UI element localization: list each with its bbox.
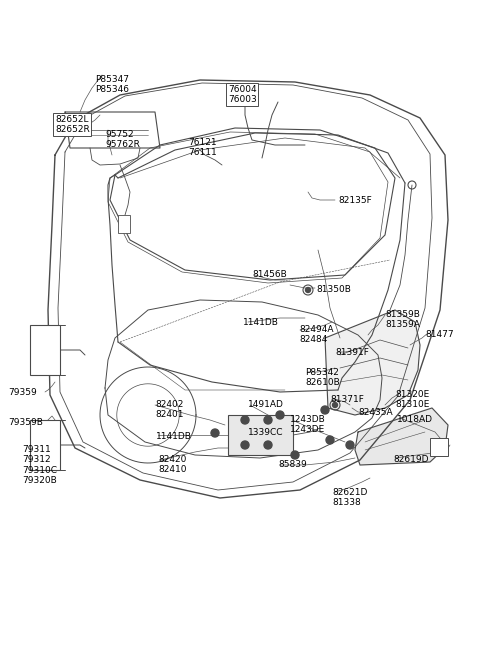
Circle shape [276, 411, 284, 419]
Polygon shape [325, 310, 420, 415]
Circle shape [211, 429, 219, 437]
Text: 82494A
82484: 82494A 82484 [299, 325, 334, 344]
Circle shape [264, 441, 272, 449]
Circle shape [333, 403, 337, 407]
Text: 82652L
82652R: 82652L 82652R [55, 115, 90, 134]
Text: 82621D
81338: 82621D 81338 [332, 488, 367, 507]
FancyBboxPatch shape [30, 325, 60, 375]
Text: 76004
76003: 76004 76003 [228, 85, 257, 104]
FancyBboxPatch shape [228, 415, 293, 455]
Text: 76121
76111: 76121 76111 [188, 138, 217, 157]
Text: 82435A: 82435A [358, 408, 393, 417]
Circle shape [291, 451, 299, 459]
Text: 82135F: 82135F [338, 196, 372, 205]
Polygon shape [355, 408, 448, 465]
Text: 81391F: 81391F [335, 348, 369, 357]
Text: 1141DB: 1141DB [156, 432, 192, 441]
Text: 82619D: 82619D [393, 455, 429, 464]
Text: P85342
82610B: P85342 82610B [305, 368, 340, 388]
Circle shape [241, 441, 249, 449]
Circle shape [241, 416, 249, 424]
Text: 1243DB
1243DE: 1243DB 1243DE [290, 415, 326, 434]
Text: 81350B: 81350B [316, 285, 351, 294]
Text: 1141DB: 1141DB [243, 318, 279, 327]
Text: 81320E
81310E: 81320E 81310E [395, 390, 430, 409]
FancyBboxPatch shape [30, 420, 60, 470]
Text: 82420
82410: 82420 82410 [158, 455, 187, 474]
Text: 82402
82401: 82402 82401 [155, 400, 183, 419]
Text: 79311
79312
79310C
79320B: 79311 79312 79310C 79320B [22, 445, 57, 485]
Circle shape [326, 436, 334, 444]
Text: 79359: 79359 [8, 388, 37, 397]
Text: 95752
95762R: 95752 95762R [105, 130, 140, 150]
Circle shape [321, 406, 329, 414]
Text: 85839: 85839 [278, 460, 307, 469]
Text: 81456B: 81456B [252, 270, 287, 279]
Text: 1491AD: 1491AD [248, 400, 284, 409]
FancyBboxPatch shape [430, 438, 448, 456]
Text: 79359B: 79359B [8, 418, 43, 427]
Text: 1018AD: 1018AD [397, 415, 433, 424]
Text: 1339CC: 1339CC [248, 428, 284, 437]
Circle shape [346, 441, 354, 449]
Circle shape [305, 287, 311, 293]
Text: 81477: 81477 [425, 330, 454, 339]
Circle shape [264, 416, 272, 424]
FancyBboxPatch shape [118, 215, 130, 233]
Text: 81359B
81359A: 81359B 81359A [385, 310, 420, 329]
Text: P85347
P85346: P85347 P85346 [95, 75, 129, 94]
Text: 81371F: 81371F [330, 395, 364, 404]
